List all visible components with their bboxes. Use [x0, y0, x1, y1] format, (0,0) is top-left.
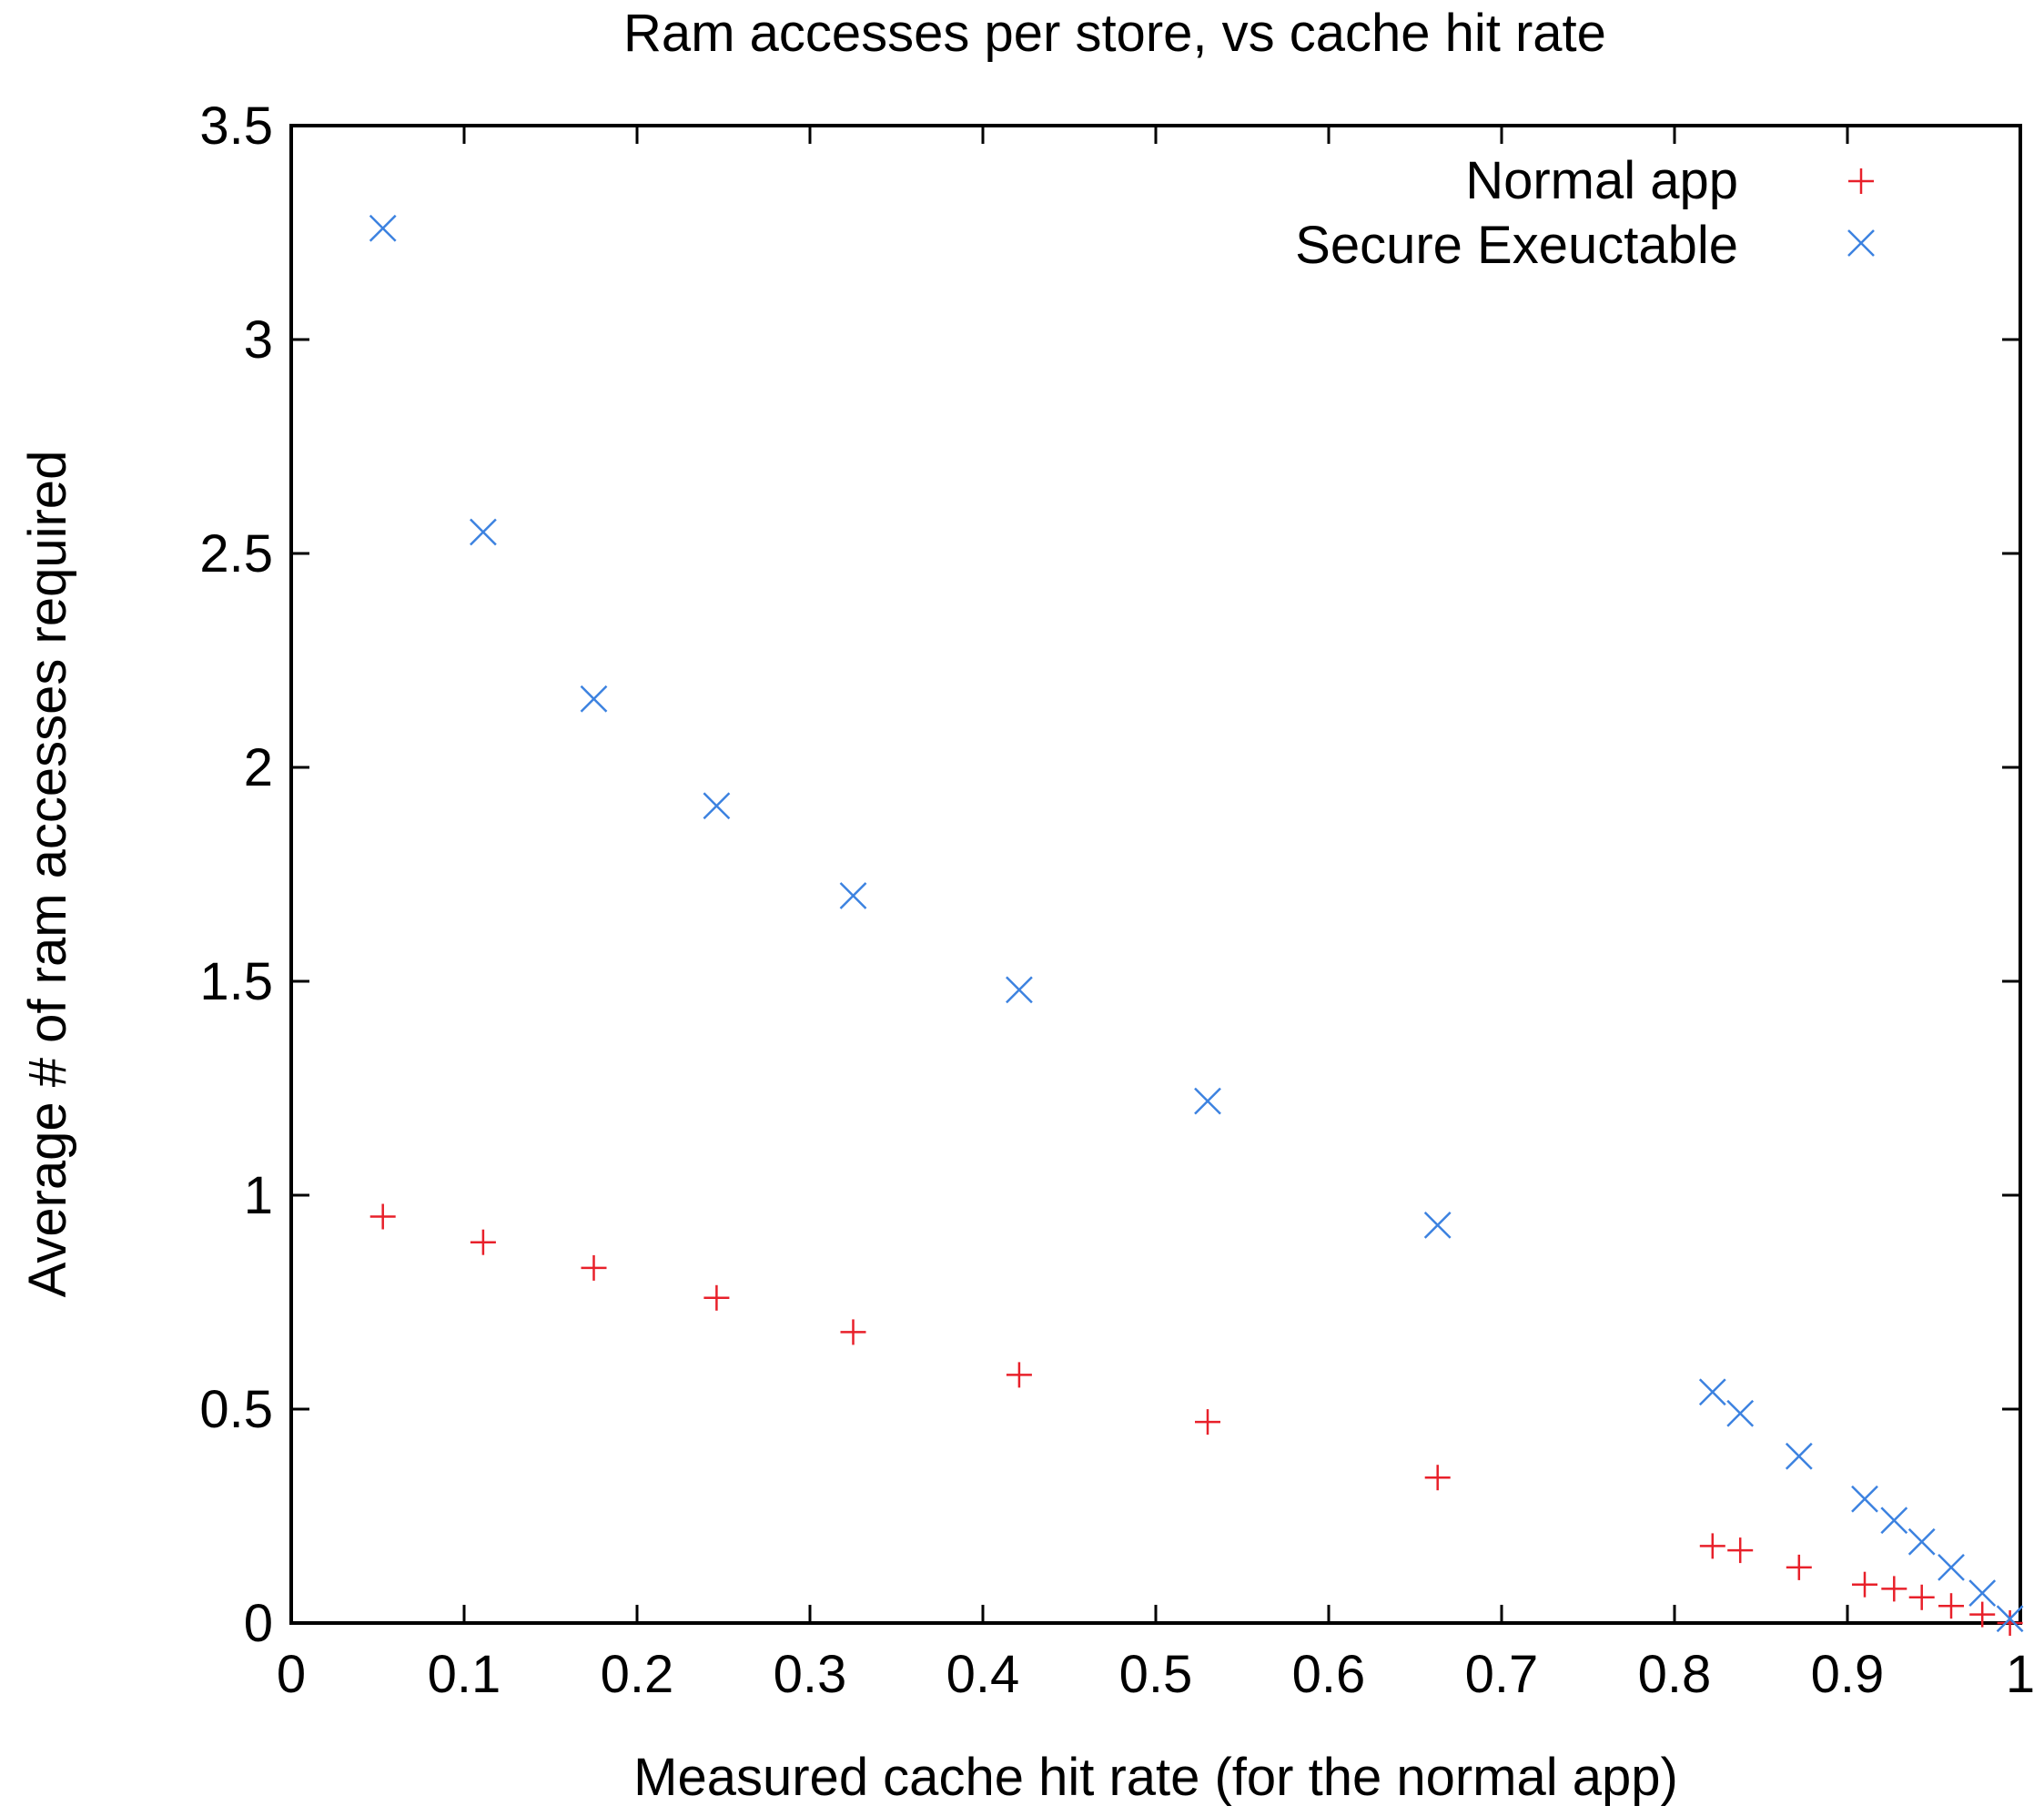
y-tick-label: 0 — [244, 1594, 273, 1653]
normal-app-point — [470, 1229, 496, 1255]
normal-app-point — [1908, 1584, 1935, 1610]
y-axis-label: Average # of ram accesses required — [18, 451, 77, 1298]
secure-exeuctable-point — [369, 214, 397, 242]
secure-exeuctable-point — [839, 882, 867, 909]
x-tick-label: 0.5 — [1119, 1645, 1193, 1704]
y-axis-tick-labels: 0 0.5 1 1.5 2 2.5 3 3.5 — [199, 96, 273, 1653]
x-axis-ticks — [289, 126, 2022, 1623]
x-axis-label: Measured cache hit rate (for the normal … — [633, 1748, 1678, 1807]
normal-app-point — [369, 1203, 396, 1230]
y-tick-label: 1.5 — [199, 952, 273, 1011]
x-tick-label: 0.1 — [428, 1645, 501, 1704]
x-tick-label: 0.7 — [1465, 1645, 1539, 1704]
x-tick-label: 0.8 — [1638, 1645, 1712, 1704]
legend-label-secure-exeuctable: Secure Exeuctable — [1295, 216, 1738, 275]
normal-app-point — [1786, 1554, 1812, 1580]
normal-app-point — [1699, 1533, 1725, 1559]
x-axis-tick-labels: 0 0.1 0.2 0.3 0.4 0.5 0.6 0.7 0.8 0.9 1 — [277, 1645, 2035, 1704]
y-axis-ticks — [291, 124, 2020, 1625]
normal-app-point — [1424, 1465, 1451, 1491]
x-tick-label: 0.2 — [601, 1645, 674, 1704]
secure-exeuctable-point — [1698, 1378, 1726, 1406]
legend-swatch-secure-exeuctable — [1847, 229, 1875, 257]
secure-exeuctable-point — [470, 518, 497, 546]
normal-app-point — [1852, 1571, 1877, 1598]
normal-app-point — [1727, 1537, 1754, 1564]
x-tick-label: 1 — [2006, 1645, 2035, 1704]
y-tick-label: 3.5 — [199, 96, 273, 156]
legend: Normal app Secure Exeuctable — [1295, 151, 1875, 275]
secure-exeuctable-point — [1423, 1212, 1452, 1239]
legend-marker-secure-exeuctable — [1847, 229, 1875, 257]
normal-app-point — [1881, 1576, 1907, 1602]
secure-exeuctable-point — [1968, 1579, 1997, 1607]
normal-app-point — [1938, 1593, 1964, 1619]
normal-app-point — [840, 1319, 866, 1345]
x-tick-label: 0.3 — [774, 1645, 847, 1704]
secure-exeuctable-point — [1006, 976, 1033, 1004]
data-markers — [369, 214, 2024, 1636]
chart-title: Ram accesses per store, vs cache hit rat… — [623, 4, 1606, 63]
secure-exeuctable-point — [1938, 1554, 1965, 1581]
x-tick-label: 0 — [277, 1645, 306, 1704]
normal-app-point — [1195, 1409, 1220, 1436]
x-tick-label: 0.9 — [1811, 1645, 1885, 1704]
legend-label-normal-app: Normal app — [1465, 151, 1738, 210]
y-tick-label: 2 — [244, 738, 273, 797]
secure-exeuctable-point — [703, 792, 731, 820]
secure-exeuctable-point — [1194, 1087, 1221, 1115]
legend-marker-normal-app — [1848, 168, 1874, 194]
legend-swatch-normal-app — [1848, 168, 1874, 194]
secure-exeuctable-point — [1880, 1507, 1908, 1535]
normal-app-point — [703, 1284, 730, 1311]
secure-exeuctable-point — [1996, 1605, 2024, 1633]
plot-frame — [289, 124, 2022, 1625]
normal-app-point — [1969, 1601, 1996, 1628]
y-tick-label: 3 — [244, 310, 273, 370]
x-tick-label: 0.4 — [946, 1645, 1020, 1704]
y-tick-label: 1 — [244, 1166, 273, 1225]
secure-exeuctable-point — [1907, 1527, 1936, 1556]
x-tick-label: 0.6 — [1292, 1645, 1366, 1704]
secure-exeuctable-point — [1726, 1399, 1755, 1427]
y-tick-label: 2.5 — [199, 524, 273, 583]
secure-exeuctable-point — [1851, 1485, 1878, 1513]
secure-exeuctable-point — [580, 685, 608, 713]
y-tick-label: 0.5 — [199, 1380, 273, 1439]
normal-app-point — [1997, 1610, 2023, 1636]
normal-app-point — [1006, 1362, 1032, 1388]
secure-exeuctable-point — [1785, 1442, 1813, 1470]
normal-app-point — [581, 1254, 607, 1281]
